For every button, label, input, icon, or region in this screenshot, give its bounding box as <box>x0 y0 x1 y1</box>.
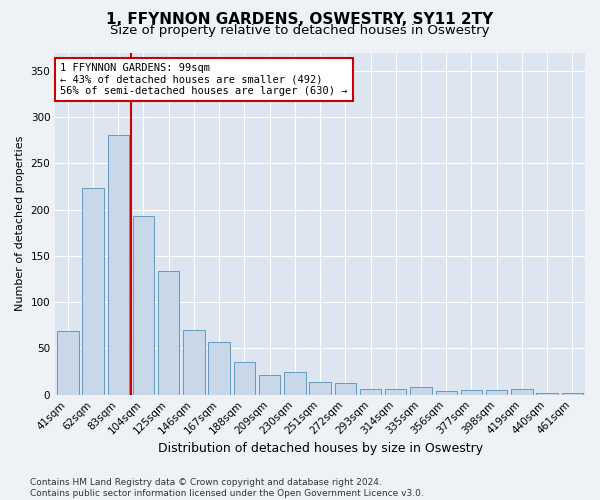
Bar <box>410 388 432 394</box>
Bar <box>461 390 482 394</box>
Bar <box>284 372 305 394</box>
Text: 1 FFYNNON GARDENS: 99sqm
← 43% of detached houses are smaller (492)
56% of semi-: 1 FFYNNON GARDENS: 99sqm ← 43% of detach… <box>61 63 348 96</box>
Bar <box>133 216 154 394</box>
Bar <box>158 271 179 394</box>
Bar <box>208 342 230 394</box>
Bar <box>183 330 205 394</box>
X-axis label: Distribution of detached houses by size in Oswestry: Distribution of detached houses by size … <box>158 442 482 455</box>
Bar <box>385 389 406 394</box>
Bar <box>562 393 583 394</box>
Bar <box>107 135 129 394</box>
Text: 1, FFYNNON GARDENS, OSWESTRY, SY11 2TY: 1, FFYNNON GARDENS, OSWESTRY, SY11 2TY <box>106 12 494 28</box>
Bar <box>536 393 558 394</box>
Y-axis label: Number of detached properties: Number of detached properties <box>15 136 25 312</box>
Bar <box>57 331 79 394</box>
Bar <box>335 382 356 394</box>
Bar <box>360 389 381 394</box>
Bar <box>233 362 255 394</box>
Bar <box>310 382 331 394</box>
Bar <box>511 389 533 394</box>
Text: Contains HM Land Registry data © Crown copyright and database right 2024.
Contai: Contains HM Land Registry data © Crown c… <box>30 478 424 498</box>
Bar <box>82 188 104 394</box>
Text: Size of property relative to detached houses in Oswestry: Size of property relative to detached ho… <box>110 24 490 37</box>
Bar <box>436 391 457 394</box>
Bar <box>259 376 280 394</box>
Bar <box>486 390 508 394</box>
